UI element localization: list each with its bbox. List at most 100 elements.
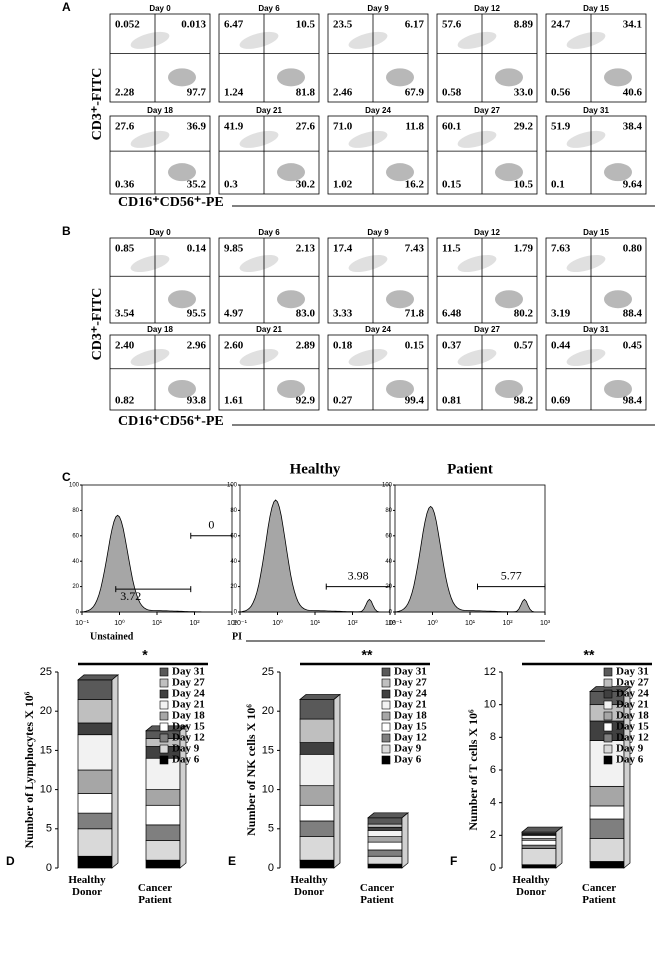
cell-cluster (277, 380, 305, 398)
y-tick-label: 10 (484, 699, 496, 711)
quadrant-value: 0.052 (115, 19, 140, 31)
quadrant-value: 23.5 (333, 19, 353, 31)
bar-segment (77, 734, 113, 771)
gate-value: 3.72 (120, 589, 141, 603)
legend-label: Day 31 (394, 666, 427, 678)
bar-segment (299, 836, 335, 861)
bar-segment (521, 844, 557, 849)
cell-cluster (239, 254, 279, 273)
legend-label: Day 9 (394, 743, 422, 755)
day-label: Day 12 (474, 228, 500, 237)
quadrant-value: 41.9 (224, 121, 244, 133)
x-axis-label: CD16⁺CD56⁺-PE (118, 195, 224, 210)
bar-segment (299, 753, 335, 787)
category-label: Cancer Patient (581, 882, 617, 906)
quadrant-value: 60.1 (442, 121, 461, 133)
bar-segment (521, 848, 557, 866)
cell-cluster (566, 31, 606, 49)
quadrant-value: 0.58 (442, 87, 462, 99)
legend-label: Day 6 (616, 754, 644, 766)
cell-cluster (168, 290, 196, 309)
cell-cluster (348, 31, 388, 49)
day-label: Day 27 (474, 106, 500, 115)
plot-title: Patient (447, 461, 493, 477)
quadrant-value: 11.8 (405, 121, 424, 133)
quadrant-value: 7.63 (551, 243, 571, 255)
bar-segment (589, 805, 625, 820)
plot-frame (327, 115, 429, 195)
legend-swatch (159, 744, 169, 754)
category-label: Healthy Donor (68, 874, 106, 898)
bar-top (367, 812, 409, 819)
quadrant-value: 0.69 (551, 395, 571, 407)
quadrant-value: 11.5 (442, 243, 461, 255)
bar-segment (299, 718, 335, 743)
quadrant-value: 0.45 (623, 340, 643, 352)
cell-cluster (604, 290, 632, 309)
quadrant-value: 7.43 (405, 243, 425, 255)
legend-swatch (603, 711, 613, 721)
quadrant-value: 29.2 (514, 121, 534, 133)
cell-cluster (239, 31, 279, 49)
legend-label: Day 31 (616, 666, 649, 678)
legend-swatch (381, 744, 391, 754)
quadrant-value: 93.8 (187, 395, 207, 407)
bar-segment (367, 849, 403, 857)
quadrant-value: 10.5 (514, 179, 534, 191)
y-tick-label: 20 (385, 584, 392, 590)
legend-swatch (381, 689, 391, 699)
bar-side (179, 725, 187, 869)
quadrant-value: 97.7 (187, 87, 207, 99)
y-tick-label: 20 (40, 705, 52, 717)
day-label: Day 27 (474, 325, 500, 334)
y-tick-label: 10 (40, 784, 52, 796)
legend-label: Day 21 (172, 699, 205, 711)
quadrant-value: 0.82 (115, 395, 135, 407)
y-tick-label: 10 (262, 784, 274, 796)
quadrant-value: 92.9 (296, 395, 316, 407)
x-tick-label: 10¹ (465, 620, 476, 627)
cell-cluster (495, 380, 523, 398)
y-tick-label: 25 (262, 666, 274, 678)
y-tick-label: 100 (69, 483, 80, 489)
bar-segment (367, 830, 403, 837)
plot-frame (436, 237, 538, 324)
category-label: Cancer Patient (137, 882, 173, 906)
histogram (394, 505, 545, 613)
day-label: Day 18 (147, 325, 173, 334)
legend-label: Day 18 (172, 710, 205, 722)
legend-swatch (603, 678, 613, 688)
y-tick-label: 40 (72, 559, 79, 565)
quadrant-value: 2.46 (333, 87, 353, 99)
y-tick-label: 0 (76, 610, 80, 616)
x-tick-label: 10¹ (310, 620, 321, 627)
legend-swatch (159, 711, 169, 721)
cell-cluster (495, 290, 523, 309)
quadrant-value: 88.4 (623, 308, 643, 320)
quadrant-value: 4.97 (224, 308, 244, 320)
bar-segment (521, 834, 557, 839)
gate-value: 5.77 (501, 568, 522, 582)
quadrant-value: 0.44 (551, 340, 571, 352)
y-tick-label: 60 (72, 533, 79, 539)
bar-segment (77, 769, 113, 794)
bar-segment (77, 793, 113, 814)
cell-cluster (277, 68, 305, 87)
bar-segment (145, 840, 181, 861)
quadrant-value: 27.6 (296, 121, 316, 133)
cell-cluster (348, 348, 388, 367)
bar-segment (299, 742, 335, 755)
legend-swatch (159, 733, 169, 743)
plot-frame (545, 115, 647, 195)
plot-frame (218, 334, 320, 411)
y-tick-label: 80 (230, 508, 237, 514)
cell-cluster (566, 130, 606, 148)
cell-cluster (386, 290, 414, 309)
day-label: Day 6 (258, 4, 280, 13)
cell-cluster (604, 163, 632, 182)
legend-label: Day 9 (616, 743, 644, 755)
panel-label: C (62, 470, 71, 484)
quadrant-value: 0.18 (333, 340, 353, 352)
cell-cluster (277, 163, 305, 182)
y-tick-label: 80 (385, 508, 392, 514)
